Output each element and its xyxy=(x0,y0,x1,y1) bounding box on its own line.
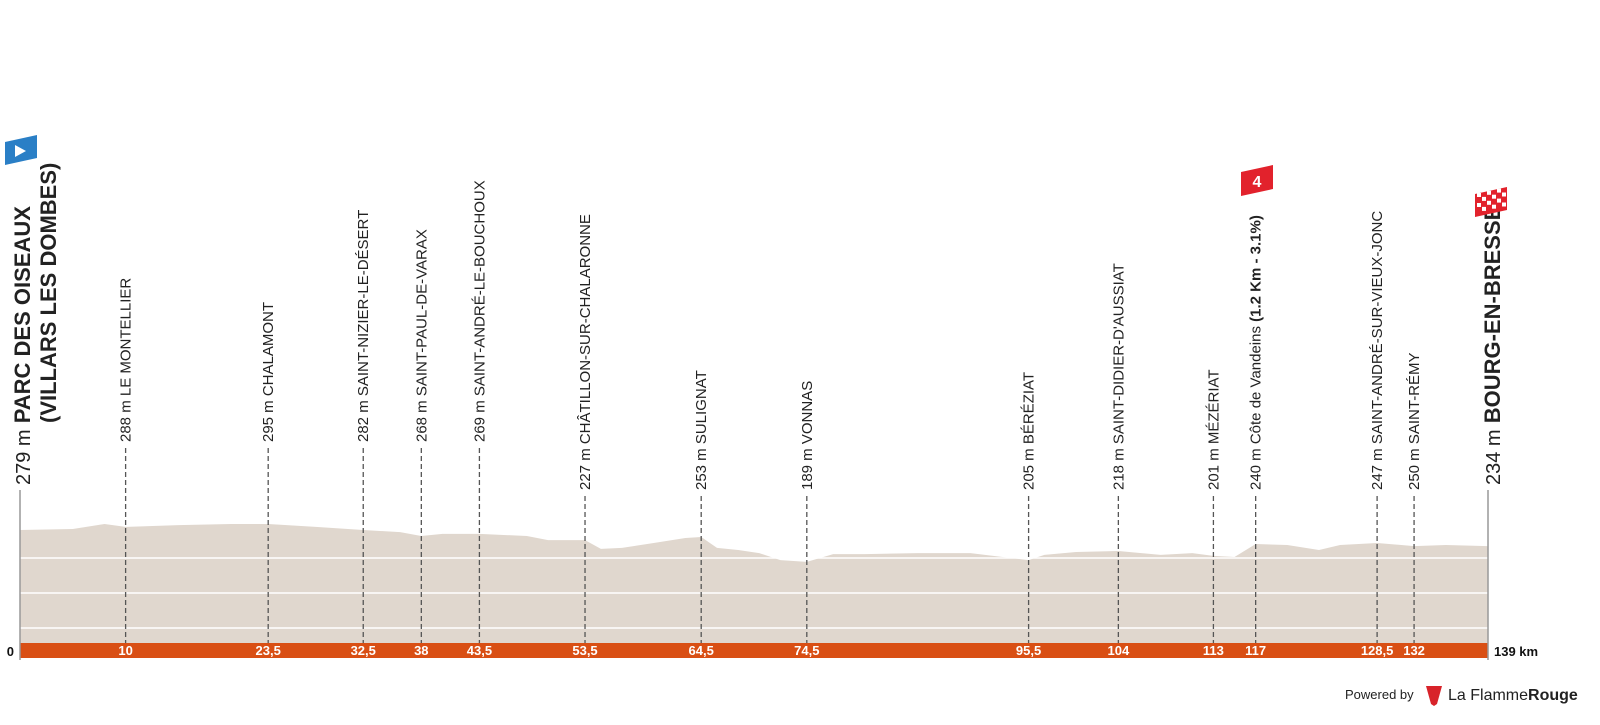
waypoint-name: 189 m VONNAS xyxy=(799,381,816,490)
x-tick-label: 74,5 xyxy=(794,643,819,658)
waypoint-label: 253 m SULIGNAT xyxy=(693,370,710,490)
x-tick-label: 43,5 xyxy=(467,643,492,658)
waypoint-name: 240 m Côte de Vandeins xyxy=(1248,326,1265,490)
x-tick-label: 95,5 xyxy=(1016,643,1041,658)
waypoint-name: 268 m SAINT-PAUL-DE-VARAX xyxy=(413,229,430,442)
waypoint-name: 288 m LE MONTELLIER xyxy=(118,278,135,442)
start-name-line2: (VILLARS LES DOMBES) xyxy=(36,163,61,423)
start-arrow xyxy=(15,145,26,157)
finish-label: 234 m BOURG-EN-BRESSE xyxy=(1480,206,1505,485)
climb-category: 4 xyxy=(1253,174,1262,191)
start-label: 279 m PARC DES OISEAUX xyxy=(10,206,35,485)
x-tick-label: 104 xyxy=(1108,643,1130,658)
finish-check xyxy=(1487,190,1491,195)
waypoint-name: 201 m MÉZÉRIAT xyxy=(1205,369,1222,490)
powered-by: Powered by xyxy=(1345,687,1414,702)
x-tick-label: 0 xyxy=(7,644,14,659)
finish-check xyxy=(1482,196,1486,201)
waypoint-label: 282 m SAINT-NIZIER-LE-DÉSERT xyxy=(355,210,372,442)
waypoint-label: 189 m VONNAS xyxy=(799,381,816,490)
finish-altitude: 234 m xyxy=(1483,429,1505,485)
elevation-area xyxy=(20,524,1488,643)
x-tick-label: 117 xyxy=(1245,643,1266,658)
waypoint-label: 240 m Côte de Vandeins (1.2 Km - 3.1%) xyxy=(1248,215,1265,490)
finish-check xyxy=(1477,203,1481,207)
waypoint-label: 288 m LE MONTELLIER xyxy=(118,278,135,442)
start-altitude: 279 m xyxy=(13,429,35,485)
waypoint-name: 218 m SAINT-DIDIER-D'AUSSIAT xyxy=(1110,263,1127,490)
x-tick-label: 10 xyxy=(118,643,132,658)
waypoint-name: 250 m SAINT-RÉMY xyxy=(1406,352,1423,490)
finish-icon xyxy=(1475,187,1507,217)
climb-detail: (1.2 Km - 3.1%) xyxy=(1248,215,1265,322)
x-tick-label: 23,5 xyxy=(256,643,281,658)
waypoint-name: 269 m SAINT-ANDRÉ-LE-BOUCHOUX xyxy=(471,180,488,442)
waypoint-name: 205 m BÉRÉZIAT xyxy=(1021,372,1038,490)
waypoint-label: 227 m CHÂTILLON-SUR-CHALARONNE xyxy=(577,214,594,490)
finish-check xyxy=(1492,204,1496,209)
finish-check xyxy=(1497,188,1501,193)
brand-logo xyxy=(1426,686,1442,706)
waypoint-name: 253 m SULIGNAT xyxy=(693,370,710,490)
waypoint-label: 295 m CHALAMONT xyxy=(260,302,277,442)
waypoint-label: 247 m SAINT-ANDRÉ-SUR-VIEUX-JONC xyxy=(1369,211,1386,490)
waypoint-label: 201 m MÉZÉRIAT xyxy=(1205,369,1222,490)
finish-check xyxy=(1477,193,1481,197)
finish-check xyxy=(1482,206,1486,211)
waypoint-label: 205 m BÉRÉZIAT xyxy=(1021,372,1038,490)
climb-flag xyxy=(1241,165,1273,196)
finish-check xyxy=(1502,202,1506,207)
waypoint-label: 268 m SAINT-PAUL-DE-VARAX xyxy=(413,229,430,442)
waypoint-name: 282 m SAINT-NIZIER-LE-DÉSERT xyxy=(355,210,372,442)
brand-name: La FlammeRouge xyxy=(1448,687,1578,704)
brand-b: Rouge xyxy=(1528,687,1578,704)
finish-check xyxy=(1487,200,1491,205)
x-tick-label: 38 xyxy=(414,643,428,658)
x-tick-label: 128,5 xyxy=(1361,643,1394,658)
finish-check xyxy=(1502,192,1506,197)
x-tick-label: 139 km xyxy=(1494,644,1538,659)
distance-band xyxy=(20,643,1488,658)
waypoint-name: 227 m CHÂTILLON-SUR-CHALARONNE xyxy=(577,214,594,490)
waypoint-name: 295 m CHALAMONT xyxy=(260,302,277,442)
waypoint-name: 247 m SAINT-ANDRÉ-SUR-VIEUX-JONC xyxy=(1369,211,1386,490)
finish-check xyxy=(1492,194,1496,199)
x-tick-label: 53,5 xyxy=(572,643,597,658)
x-tick-label: 132 xyxy=(1403,643,1425,658)
waypoint-label: 269 m SAINT-ANDRÉ-LE-BOUCHOUX xyxy=(471,180,488,442)
x-tick-label: 113 xyxy=(1203,643,1224,658)
start-name: PARC DES OISEAUX xyxy=(10,206,35,424)
brand-a: La Flamme xyxy=(1448,687,1528,704)
waypoint-label: 250 m SAINT-RÉMY xyxy=(1406,352,1423,490)
finish-check xyxy=(1497,198,1501,203)
waypoint-label: 218 m SAINT-DIDIER-D'AUSSIAT xyxy=(1110,263,1127,490)
x-tick-label: 64,5 xyxy=(689,643,714,658)
finish-name: BOURG-EN-BRESSE xyxy=(1480,206,1505,424)
x-tick-label: 32,5 xyxy=(351,643,376,658)
